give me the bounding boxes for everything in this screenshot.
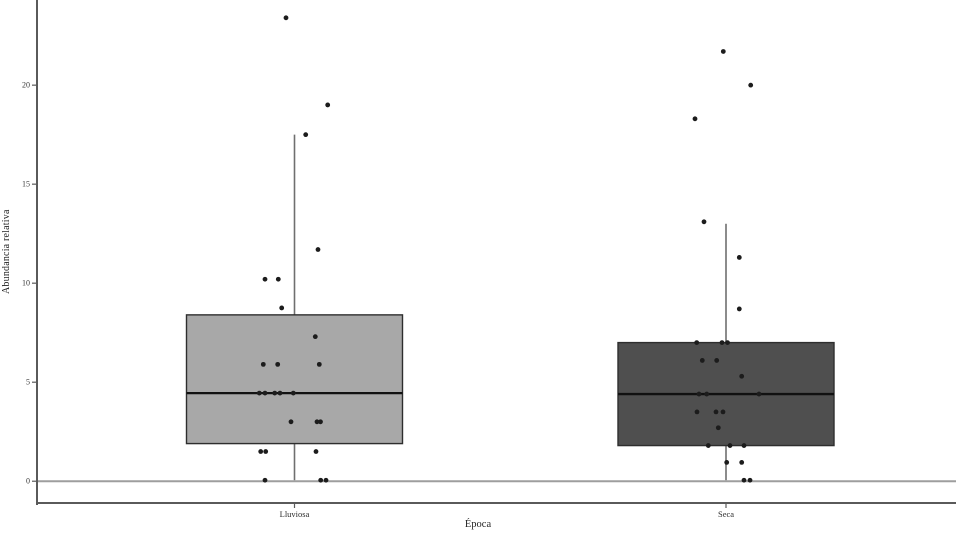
data-point-seca: [692, 116, 698, 122]
y-tick-label: 15: [22, 180, 30, 189]
data-point-seca: [756, 391, 762, 397]
data-point-lluviosa: [263, 449, 269, 454]
x-tick-label-seca: Seca: [718, 509, 734, 519]
data-point-lluviosa: [318, 477, 324, 483]
data-point-seca: [699, 358, 705, 363]
data-point-seca: [739, 373, 745, 379]
data-point-lluviosa: [262, 276, 268, 282]
data-point-lluviosa: [312, 334, 318, 340]
data-point-lluviosa: [323, 477, 329, 483]
data-point-lluviosa: [283, 15, 289, 21]
data-point-lluviosa: [318, 419, 323, 425]
data-point-lluviosa: [325, 102, 331, 108]
data-point-seca: [714, 358, 720, 363]
data-point-seca: [736, 306, 742, 312]
data-point-lluviosa: [275, 361, 281, 367]
data-point-seca: [736, 255, 742, 260]
data-point-lluviosa: [290, 390, 296, 396]
y-tick-label: 20: [22, 81, 30, 90]
y-tick-label: 5: [26, 378, 30, 387]
data-point-lluviosa: [258, 449, 264, 454]
data-point-seca: [741, 477, 747, 483]
y-tick-label: 0: [26, 477, 30, 486]
data-point-lluviosa: [313, 449, 319, 454]
data-point-lluviosa: [314, 419, 320, 425]
data-point-seca: [748, 82, 754, 88]
data-point-seca: [696, 391, 702, 397]
data-point-lluviosa: [262, 477, 268, 483]
data-point-lluviosa: [288, 419, 294, 425]
data-point-seca: [720, 49, 726, 54]
box-lluviosa: [185, 314, 404, 445]
data-point-lluviosa: [262, 390, 268, 396]
y-tick-label: 10: [22, 279, 30, 288]
x-axis-title: Época: [464, 519, 492, 530]
data-point-seca: [724, 460, 730, 465]
data-point-seca: [713, 409, 719, 415]
data-point-seca: [705, 443, 711, 448]
data-point-lluviosa: [272, 390, 278, 396]
data-point-lluviosa: [303, 132, 309, 138]
data-point-lluviosa: [260, 361, 266, 367]
data-point-seca: [694, 340, 700, 345]
data-point-seca: [727, 443, 733, 448]
data-point-lluviosa: [315, 247, 321, 252]
data-point-seca: [704, 391, 710, 397]
data-point-lluviosa: [275, 276, 281, 282]
data-point-seca: [720, 409, 726, 415]
data-point-seca: [741, 443, 747, 448]
data-point-seca: [701, 219, 707, 225]
data-point-seca: [739, 460, 745, 465]
data-point-lluviosa: [277, 390, 283, 396]
y-axis-title: Abundancia relativa: [1, 209, 12, 294]
data-point-lluviosa: [256, 390, 262, 396]
data-point-seca: [747, 477, 753, 483]
data-point-seca: [694, 409, 700, 415]
data-point-lluviosa: [279, 305, 285, 311]
data-point-seca: [725, 340, 730, 345]
data-point-seca: [715, 425, 721, 431]
x-tick-label-lluviosa: Lluviosa: [280, 509, 310, 519]
data-point-lluviosa: [316, 361, 322, 367]
data-point-seca: [719, 340, 725, 345]
